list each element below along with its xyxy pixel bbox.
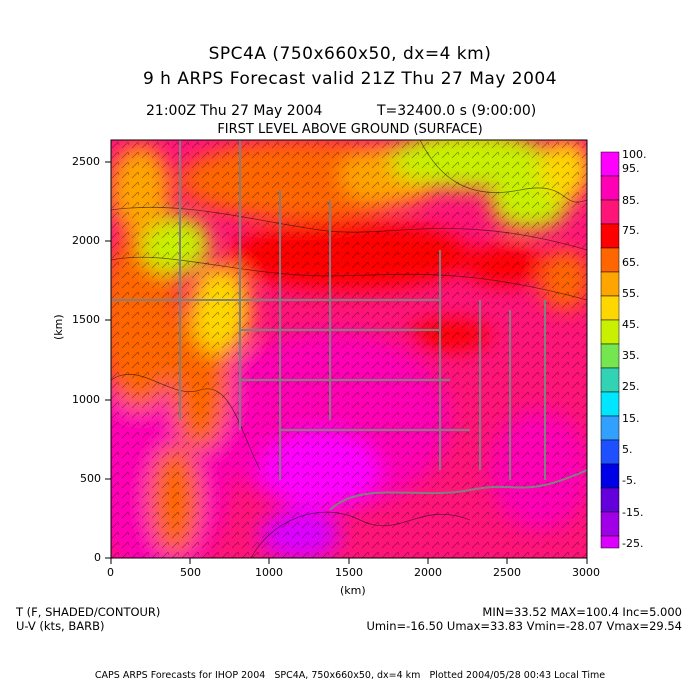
x-tick-label: 2000 (414, 566, 442, 579)
y-tick-label: 500 (80, 472, 101, 485)
colorbar-label: -25. (622, 537, 644, 550)
valid-time: 21:00Z Thu 27 May 2004 (146, 103, 323, 119)
y-axis (105, 161, 111, 559)
credit-line: CAPS ARPS Forecasts for IHOP 2004 SPC4A,… (94, 670, 606, 681)
colorbar-label: 75. (622, 224, 640, 237)
field-label-wind: U-V (kts, BARB) (16, 619, 105, 633)
y-tick-label: 1500 (72, 313, 100, 326)
y-tick-label: 2500 (72, 155, 100, 168)
colorbar-label: 5. (622, 443, 633, 456)
forecast-title: 9 h ARPS Forecast valid 21Z Thu 27 May 2… (142, 69, 558, 89)
colorbar-label: 85. (622, 194, 640, 207)
x-tick-label: 0 (107, 566, 114, 579)
x-tick-label: 500 (180, 566, 201, 579)
colorbar-label: 65. (622, 256, 640, 269)
colorbar-label: -5. (622, 474, 637, 487)
colorbar-label: 15. (622, 412, 640, 425)
model-title: SPC4A (750x660x50, dx=4 km) (208, 44, 492, 64)
stats-wind: Umin=-16.50 Umax=33.83 Vmin=-28.07 Vmax=… (366, 619, 682, 633)
temperature-shading (111, 140, 587, 558)
colorbar-label: 95. (622, 162, 640, 175)
y-axis-label: (km) (52, 314, 65, 340)
colorbar (600, 151, 620, 549)
x-tick-label: 3000 (572, 566, 600, 579)
colorbar-label: 55. (622, 287, 640, 300)
y-tick-label: 0 (94, 551, 101, 564)
colorbar-label: 35. (622, 349, 640, 362)
level-label: FIRST LEVEL ABOVE GROUND (SURFACE) (217, 122, 483, 137)
field-label-temperature: T (F, SHADED/CONTOUR) (16, 605, 161, 619)
x-axis-label: (km) (340, 584, 366, 597)
x-axis (110, 558, 588, 564)
colorbar-label: 45. (622, 318, 640, 331)
time-seconds: T=32400.0 s (9:00:00) (377, 103, 537, 119)
colorbar-label: 100. (622, 148, 647, 161)
x-tick-label: 2500 (493, 566, 521, 579)
x-tick-label: 1000 (255, 566, 283, 579)
y-tick-label: 1000 (72, 393, 100, 406)
colorbar-label: -15. (622, 506, 644, 519)
stats-temperature: MIN=33.52 MAX=100.4 Inc=5.000 (482, 605, 682, 619)
y-tick-label: 2000 (72, 234, 100, 247)
x-tick-label: 1500 (335, 566, 363, 579)
colorbar-label: 25. (622, 380, 640, 393)
